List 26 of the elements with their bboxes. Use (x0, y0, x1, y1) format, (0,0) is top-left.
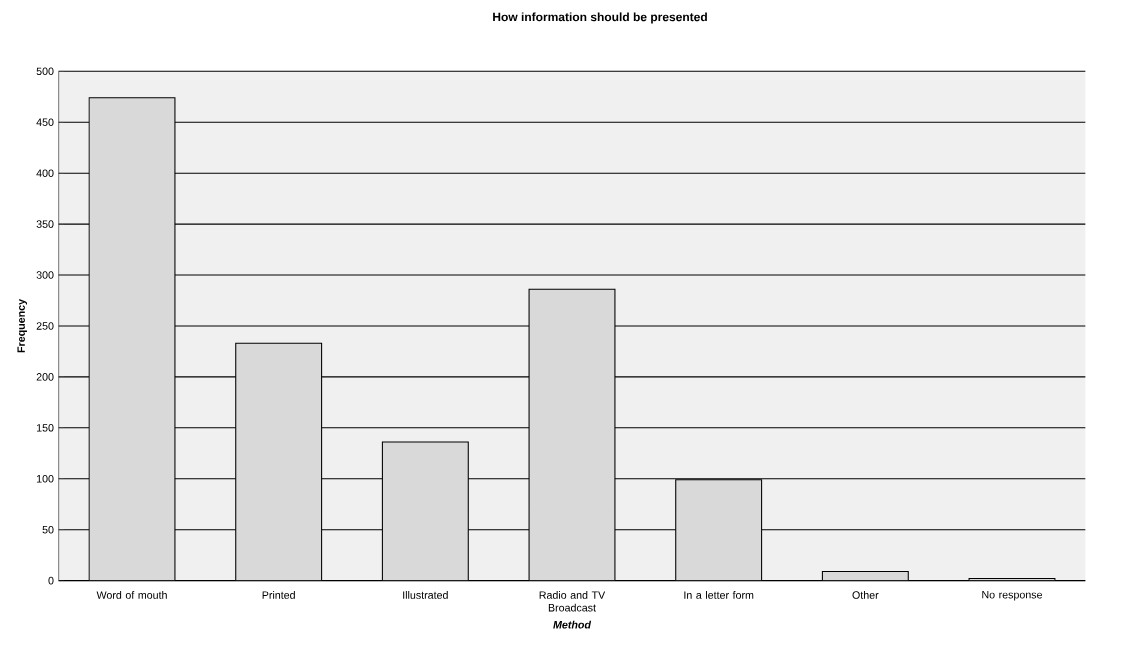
y-tick-label: 0 (48, 576, 54, 585)
y-tick-label: 400 (36, 169, 54, 177)
y-tick-label: 300 (36, 271, 54, 279)
bar (528, 288, 616, 581)
y-tick-label: 200 (36, 373, 54, 381)
y-tick-label: 450 (36, 118, 54, 127)
x-tick-label: Other (852, 591, 879, 599)
bar (675, 479, 763, 581)
x-tick-label: Word of mouth (96, 591, 167, 599)
x-tick-label: Illustrated (403, 591, 448, 599)
chart-title: How information should be presented (493, 12, 707, 24)
y-tick-label: 50 (42, 525, 54, 534)
y-tick-label: 500 (36, 67, 54, 76)
x-tick-label: Printed (262, 591, 295, 599)
y-tick-label: 150 (36, 424, 54, 432)
x-tick-label: In a letter form (684, 591, 754, 599)
x-axis-title: Method (553, 620, 592, 629)
x-tick-label: No response (982, 591, 1043, 601)
bar (88, 97, 176, 581)
y-tick-label: 350 (36, 220, 54, 228)
bar (381, 441, 469, 581)
y-tick-label: 100 (36, 474, 54, 483)
x-tick-label: Radio and TV Broadcast (539, 591, 606, 612)
bar (235, 342, 323, 581)
y-tick-label: 250 (36, 322, 54, 330)
y-axis-title: Frequency (17, 299, 28, 353)
